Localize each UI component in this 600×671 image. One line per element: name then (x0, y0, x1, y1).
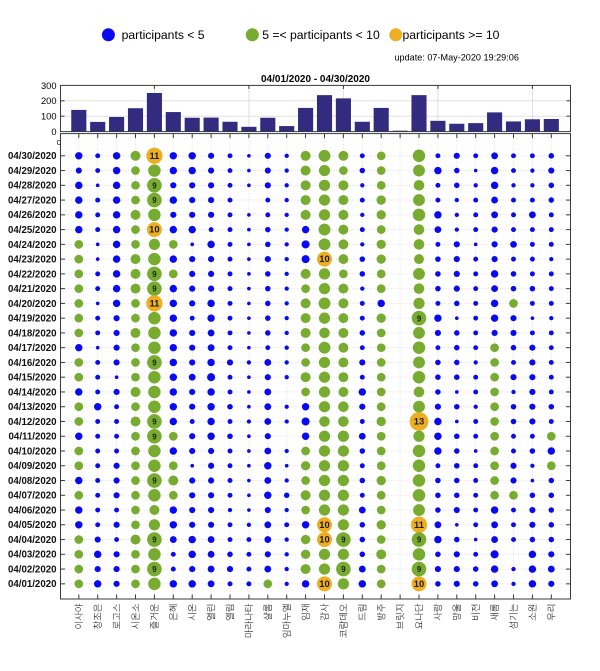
svg-text:9: 9 (417, 536, 422, 545)
svg-text:04/10/2020: 04/10/2020 (8, 446, 57, 457)
svg-text:10: 10 (319, 519, 329, 530)
svg-text:04/02/2020: 04/02/2020 (8, 564, 57, 575)
svg-text:11: 11 (149, 298, 159, 309)
svg-text:200: 200 (41, 96, 57, 106)
svg-text:04/21/2020: 04/21/2020 (8, 284, 57, 295)
svg-text:04/01/2020 - 04/30/2020: 04/01/2020 - 04/30/2020 (261, 74, 370, 85)
svg-text:update: 07-May-2020 19:29:06: update: 07-May-2020 19:29:06 (395, 53, 519, 63)
svg-text:04/24/2020: 04/24/2020 (8, 240, 57, 251)
svg-text:participants >= 10: participants >= 10 (403, 28, 500, 42)
svg-text:participants < 5: participants < 5 (122, 28, 205, 42)
svg-text:04/16/2020: 04/16/2020 (8, 358, 57, 369)
svg-text:10: 10 (319, 534, 329, 545)
svg-text:9: 9 (152, 418, 157, 427)
svg-text:04/19/2020: 04/19/2020 (8, 314, 57, 325)
svg-text:04/30/2020: 04/30/2020 (8, 151, 57, 162)
svg-text:04/08/2020: 04/08/2020 (8, 476, 57, 487)
svg-text:04/12/2020: 04/12/2020 (8, 417, 57, 428)
svg-text:0: 0 (57, 138, 61, 147)
svg-text:04/03/2020: 04/03/2020 (8, 550, 57, 561)
svg-text:9: 9 (341, 565, 346, 574)
svg-text:9: 9 (152, 181, 157, 190)
svg-text:04/13/2020: 04/13/2020 (8, 402, 57, 413)
svg-text:11: 11 (149, 150, 159, 161)
svg-text:04/22/2020: 04/22/2020 (8, 269, 57, 280)
svg-text:9: 9 (152, 536, 157, 545)
svg-text:04/06/2020: 04/06/2020 (8, 505, 57, 516)
svg-text:11: 11 (414, 519, 424, 530)
svg-text:9: 9 (417, 314, 422, 323)
svg-text:9: 9 (417, 565, 422, 574)
svg-text:04/20/2020: 04/20/2020 (8, 299, 57, 310)
svg-text:04/23/2020: 04/23/2020 (8, 255, 57, 266)
svg-text:10: 10 (319, 578, 329, 589)
svg-text:9: 9 (152, 285, 157, 294)
svg-text:04/11/2020: 04/11/2020 (9, 432, 57, 443)
svg-text:04/27/2020: 04/27/2020 (8, 195, 57, 206)
svg-text:04/29/2020: 04/29/2020 (8, 166, 57, 177)
svg-text:04/07/2020: 04/07/2020 (8, 491, 57, 502)
svg-text:04/17/2020: 04/17/2020 (8, 343, 57, 354)
svg-text:04/26/2020: 04/26/2020 (8, 210, 57, 221)
svg-text:100: 100 (41, 112, 57, 122)
svg-text:10: 10 (319, 253, 329, 264)
svg-text:9: 9 (152, 196, 157, 205)
svg-text:04/28/2020: 04/28/2020 (8, 181, 57, 192)
svg-text:10: 10 (414, 578, 424, 589)
svg-text:04/01/2020: 04/01/2020 (8, 579, 57, 590)
svg-text:04/05/2020: 04/05/2020 (8, 520, 57, 531)
svg-text:9: 9 (152, 432, 157, 441)
svg-text:9: 9 (152, 477, 157, 486)
svg-text:300: 300 (41, 81, 57, 91)
svg-text:9: 9 (152, 565, 157, 574)
svg-text:9: 9 (152, 270, 157, 279)
svg-text:9: 9 (152, 359, 157, 368)
svg-text:04/14/2020: 04/14/2020 (8, 387, 57, 398)
svg-text:10: 10 (149, 224, 159, 235)
svg-text:04/18/2020: 04/18/2020 (8, 328, 57, 339)
svg-text:9: 9 (341, 536, 346, 545)
svg-text:0: 0 (51, 127, 56, 137)
svg-text:04/04/2020: 04/04/2020 (8, 535, 57, 546)
svg-text:04/15/2020: 04/15/2020 (8, 373, 57, 384)
svg-text:5 =< participants < 10: 5 =< participants < 10 (262, 28, 380, 42)
svg-text:13: 13 (414, 416, 424, 427)
svg-text:04/09/2020: 04/09/2020 (8, 461, 57, 472)
svg-text:04/25/2020: 04/25/2020 (8, 225, 57, 236)
